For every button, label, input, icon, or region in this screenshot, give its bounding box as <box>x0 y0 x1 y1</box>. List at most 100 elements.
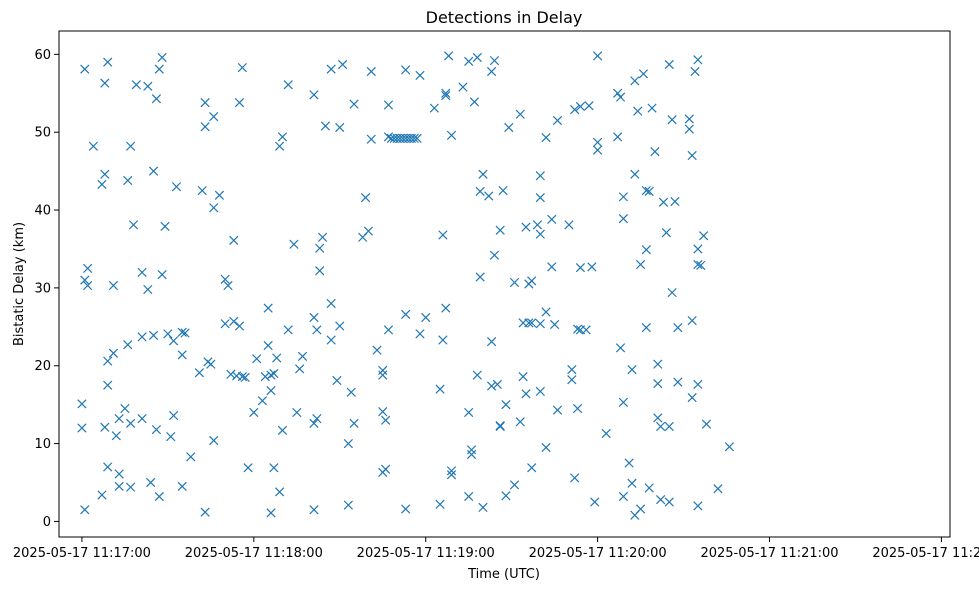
data-point <box>157 270 167 280</box>
data-point <box>535 229 545 239</box>
data-point <box>658 197 669 207</box>
data-point <box>234 321 245 331</box>
data-point <box>570 105 580 115</box>
data-point <box>200 122 210 132</box>
y-tick-label: 20 <box>34 359 51 374</box>
x-tick-label: 2025-05-17 11:18:00 <box>185 546 323 561</box>
x-axis-title: Time (UTC) <box>467 567 540 582</box>
data-point <box>332 375 342 386</box>
data-point <box>464 56 474 66</box>
data-point <box>641 322 651 333</box>
data-point <box>229 235 239 246</box>
data-point <box>260 372 270 382</box>
data-point <box>263 340 273 351</box>
x-axis: 2025-05-17 11:17:00 2025-05-17 11:18:00 20… <box>13 537 979 561</box>
data-point <box>446 470 457 480</box>
data-point <box>343 438 353 449</box>
data-point <box>572 324 583 334</box>
data-point <box>670 196 680 207</box>
data-point <box>656 495 666 505</box>
data-point <box>532 220 543 230</box>
data-point <box>572 403 583 414</box>
data-point <box>687 393 697 403</box>
data-point <box>693 259 703 270</box>
data-point <box>567 365 577 375</box>
data-point <box>266 370 276 380</box>
data-point <box>83 280 93 291</box>
data-point <box>378 370 388 380</box>
data-point <box>486 336 497 347</box>
data-point <box>570 473 580 483</box>
data-point <box>429 103 439 113</box>
data-point <box>363 226 374 236</box>
data-point <box>535 319 545 329</box>
data-point <box>647 103 657 113</box>
data-point <box>372 345 382 355</box>
data-point <box>209 435 219 446</box>
data-point <box>297 351 308 362</box>
data-point <box>664 497 674 507</box>
data-point <box>168 336 179 346</box>
data-point <box>166 431 176 442</box>
data-point <box>435 384 445 394</box>
data-point <box>521 389 531 399</box>
data-point <box>383 325 394 335</box>
x-tick-label: 2025-05-17 11:22:00 <box>872 546 979 561</box>
data-point <box>177 350 187 360</box>
data-point <box>472 52 482 63</box>
data-point <box>220 274 230 284</box>
data-point <box>292 407 302 418</box>
data-point <box>518 372 528 382</box>
data-point <box>274 141 285 151</box>
data-point <box>346 387 356 397</box>
data-point <box>409 133 419 144</box>
data-point <box>441 90 451 101</box>
data-point <box>88 141 99 151</box>
data-point <box>343 500 353 510</box>
data-point <box>123 340 133 350</box>
data-point <box>498 185 508 196</box>
data-point <box>137 332 147 342</box>
data-point <box>312 414 322 424</box>
data-point <box>446 466 457 476</box>
data-point <box>521 222 531 232</box>
data-point <box>615 343 626 353</box>
data-point <box>693 379 703 390</box>
data-point <box>478 169 488 179</box>
data-point <box>618 192 629 202</box>
data-point <box>590 497 600 507</box>
data-point <box>148 330 159 341</box>
data-point <box>444 51 454 61</box>
data-point <box>724 442 735 452</box>
data-point <box>550 319 560 330</box>
data-point <box>378 365 388 376</box>
data-point <box>486 381 497 391</box>
data-point <box>77 399 87 409</box>
data-point <box>592 145 603 155</box>
data-point <box>100 78 110 88</box>
data-point <box>97 490 107 500</box>
data-point <box>237 62 247 73</box>
data-point <box>501 400 511 410</box>
data-point <box>650 147 660 157</box>
data-point <box>618 491 629 502</box>
data-point <box>412 133 422 144</box>
data-point <box>644 483 654 493</box>
data-point <box>269 368 279 379</box>
data-point <box>415 329 425 339</box>
data-point <box>713 484 723 494</box>
data-point <box>661 227 671 238</box>
data-point <box>641 245 651 255</box>
data-point <box>194 368 205 378</box>
data-point <box>171 182 182 192</box>
data-point <box>277 132 288 142</box>
data-point <box>266 386 276 396</box>
data-point <box>125 141 136 151</box>
data-point <box>696 260 706 270</box>
plot-frame <box>58 30 951 538</box>
data-point <box>163 329 173 339</box>
data-point <box>226 369 236 379</box>
data-point <box>383 100 394 110</box>
data-point <box>515 109 525 119</box>
data-point <box>180 328 190 338</box>
